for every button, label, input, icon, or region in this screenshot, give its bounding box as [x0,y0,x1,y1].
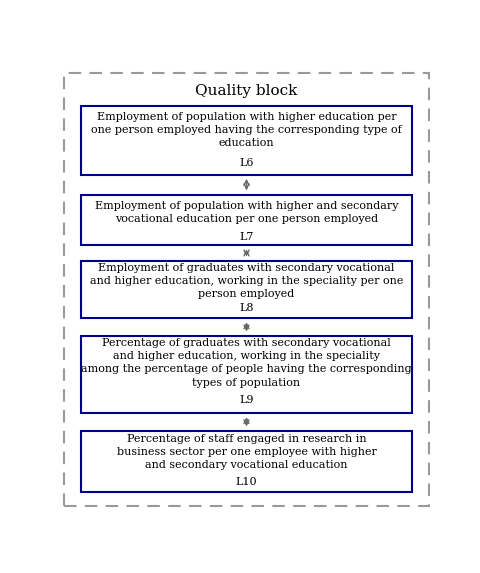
Text: Percentage of graduates with secondary vocational
and higher education, working : Percentage of graduates with secondary v… [81,338,411,387]
Text: L10: L10 [235,477,257,487]
FancyBboxPatch shape [81,194,411,245]
Text: Percentage of staff engaged in research in
business sector per one employee with: Percentage of staff engaged in research … [116,434,376,470]
Text: L6: L6 [239,158,253,168]
Text: Quality block: Quality block [195,84,297,98]
Text: L8: L8 [239,303,253,313]
Text: Employment of population with higher education per
one person employed having th: Employment of population with higher edu… [91,112,401,148]
Text: Employment of population with higher and secondary
vocational education per one : Employment of population with higher and… [95,201,397,224]
FancyBboxPatch shape [81,261,411,318]
Text: L9: L9 [239,395,253,405]
Text: Employment of graduates with secondary vocational
and higher education, working : Employment of graduates with secondary v… [90,262,402,299]
FancyBboxPatch shape [81,430,411,492]
Text: L7: L7 [239,231,253,242]
FancyBboxPatch shape [81,336,411,413]
FancyBboxPatch shape [64,73,428,505]
FancyBboxPatch shape [81,106,411,175]
